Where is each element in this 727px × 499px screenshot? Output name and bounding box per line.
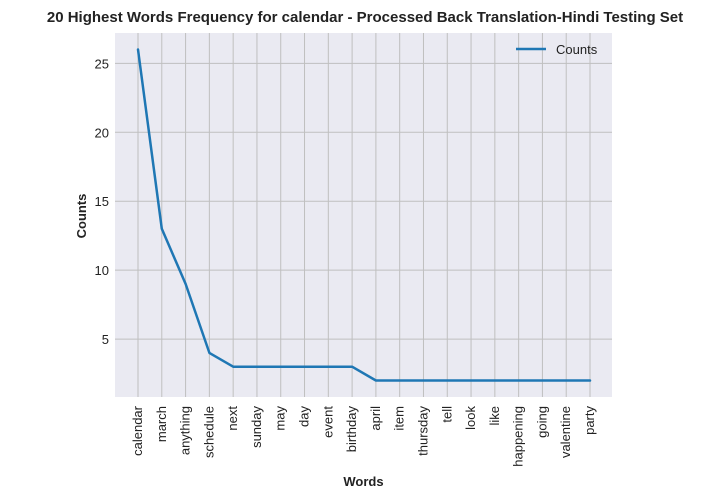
x-tick-label: valentine [558,406,573,458]
x-tick-label: look [463,406,478,430]
legend: Counts [516,42,598,57]
series-line [136,48,592,382]
x-tick-label: birthday [344,406,359,453]
x-tick-label: calendar [130,405,145,456]
x-tick-label: march [154,406,169,442]
x-tick-label: happening [511,406,526,467]
x-tick-label: event [320,406,335,438]
x-tick-label: thursday [415,406,430,456]
x-tick-label: anything [178,406,193,455]
x-tick-label: may [273,406,288,431]
chart-title: 20 Highest Words Frequency for calendar … [47,9,683,26]
plot-area [115,33,612,397]
x-tick-label: like [487,406,502,426]
x-tick-label: tell [439,406,454,423]
x-ticks: calendar march anything schedule next sunday m… [130,405,597,466]
y-tick-label: 25 [95,56,109,71]
x-axis-label: Words [343,474,383,489]
y-tick-label: 10 [95,263,109,278]
x-tick-label: april [368,406,383,431]
x-tick-label: sunday [249,406,264,448]
x-tick-label: item [392,406,407,431]
x-tick-label: schedule [201,406,216,458]
legend-label: Counts [556,42,598,57]
y-axis-label: Counts [74,194,89,239]
x-tick-label: party [582,406,597,435]
y-tick-label: 15 [95,194,109,209]
x-tick-label: day [297,406,312,427]
grid [115,33,612,397]
x-tick-label: going [534,406,549,438]
y-ticks: 5 10 15 20 25 [95,56,109,347]
x-tick-label: next [225,406,240,431]
y-tick-label: 20 [95,125,109,140]
series-layer [136,48,592,382]
y-tick-label: 5 [102,332,109,347]
